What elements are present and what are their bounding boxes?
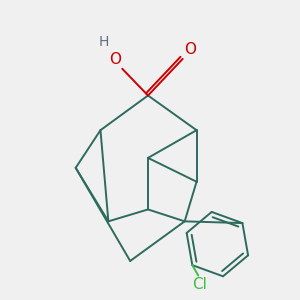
Text: O: O [109,52,121,67]
Text: Cl: Cl [192,277,207,292]
Text: O: O [184,42,196,57]
Text: H: H [98,35,109,49]
